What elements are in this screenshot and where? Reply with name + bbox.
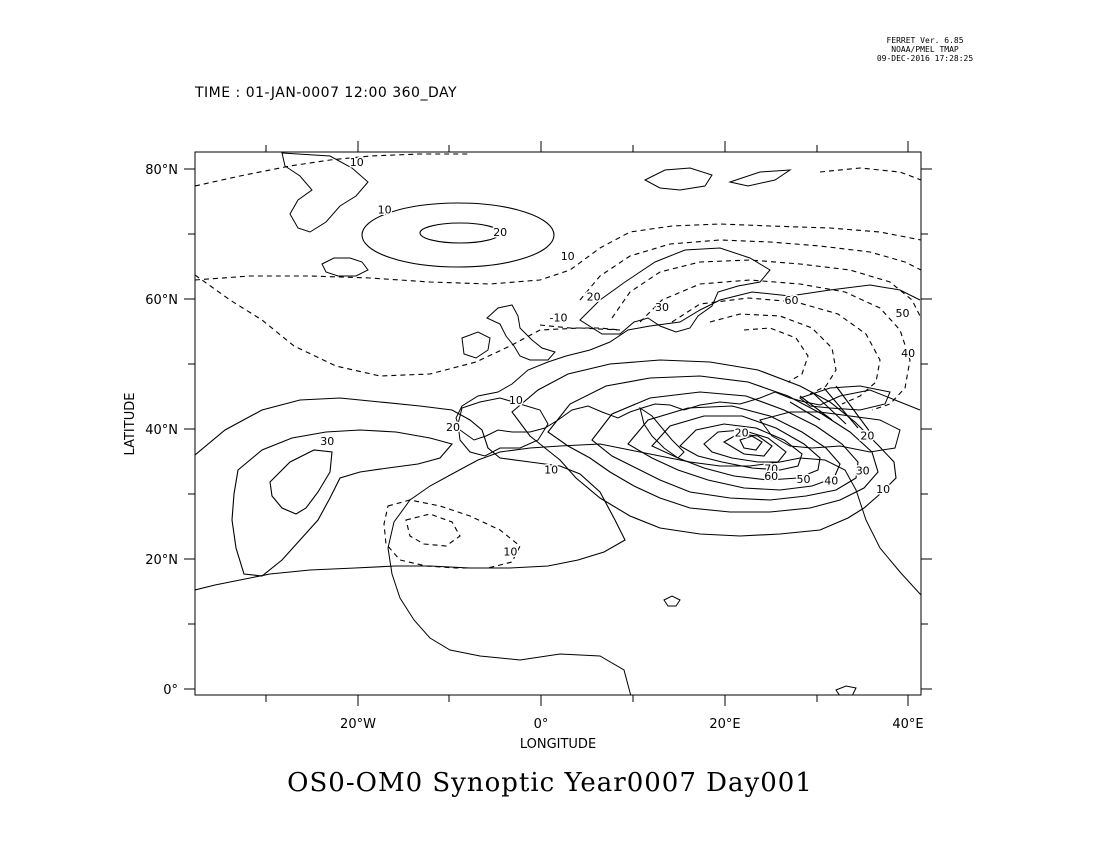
coastline-great-britain: [486, 304, 556, 361]
contour-label: 10: [876, 483, 890, 496]
contour-20-med: [547, 375, 879, 513]
positive-contours: [195, 202, 897, 591]
contour-70-med: [703, 429, 787, 463]
x-tick-labels: 20°W 0° 20°E 40°E: [340, 717, 924, 732]
y-tick-label: 40°N: [145, 423, 178, 438]
contour-label: 30: [320, 435, 334, 448]
contour-neg10-sahara: [383, 499, 521, 569]
ferret-stamp: FERRET Ver. 6.85 NOAA/PMEL TMAP 09-DEC-2…: [820, 36, 1030, 63]
contour-90-med: [739, 435, 763, 451]
contour-neg10-north-sea: [539, 324, 621, 331]
contour-label: 20: [735, 427, 749, 440]
contour-label: 10: [503, 546, 517, 559]
y-tick-label: 20°N: [145, 553, 178, 568]
contour-label: 60: [785, 294, 799, 307]
coastline-iceland: [321, 257, 369, 277]
contour-neg10-atlantic: [195, 223, 921, 285]
coastline-turkey: [759, 411, 901, 453]
contour-10-iceland-high: [361, 202, 555, 268]
contour-label: 60: [764, 470, 778, 483]
coastline-south-island: [835, 685, 857, 695]
contour-label: 20: [860, 429, 874, 442]
x-tick-label: 0°: [534, 717, 549, 732]
coastline-novaya-zemlya: [728, 169, 792, 187]
coastline-africa: [387, 443, 921, 695]
negative-contours: [195, 153, 921, 569]
y-axis-label: LATITUDE: [123, 393, 138, 456]
x-tick-label: 40°E: [892, 717, 923, 732]
contour-neg20: [579, 239, 921, 301]
contour-neg40: [639, 279, 911, 411]
contour-label: 20: [446, 421, 460, 434]
contour-20-atlantic: [231, 429, 453, 577]
coastline-italy: [639, 406, 685, 459]
contour-label: 10: [378, 204, 392, 217]
contour-40-med: [627, 405, 841, 491]
x-tick-label: 20°W: [340, 717, 376, 732]
contour-30-atlantic: [269, 449, 333, 515]
contour-east-bands: [789, 385, 871, 433]
contour-label: 40: [824, 474, 838, 487]
contour-label: 10: [561, 250, 575, 263]
coastline-cape-verde: [663, 595, 681, 607]
contour-label: 30: [655, 301, 669, 314]
contour-neg10-loop-west: [195, 274, 621, 377]
y-tick-labels: 80°N 60°N 40°N 20°N 0°: [145, 163, 178, 698]
coastline-iberia: [457, 397, 549, 457]
contour-label: -10: [550, 312, 568, 325]
contour-neg30: [611, 259, 921, 319]
contour-neg10-arctic: [195, 153, 470, 187]
coastline-greenland: [281, 152, 369, 233]
stamp-line-date: 09-DEC-2016 17:28:25: [876, 54, 974, 63]
contour-50-med: [651, 415, 821, 481]
contour-20-iceland-high: [419, 222, 501, 244]
coastlines: [281, 152, 921, 695]
contour-label: 70: [764, 463, 778, 476]
contour-10-atlantic: [195, 397, 626, 591]
contour-label: 30: [856, 465, 870, 478]
contour-label: 40: [901, 347, 915, 360]
contour-80-med: [722, 433, 773, 457]
coastline-ireland: [461, 331, 491, 359]
y-tick-label: 0°: [163, 683, 178, 698]
contour-label: 20: [493, 226, 507, 239]
contour-60-med: [679, 423, 803, 471]
contour-neg50: [671, 297, 881, 405]
x-tick-label: 20°E: [709, 717, 740, 732]
contour-label: 10: [544, 463, 558, 476]
stamp-line-org: NOAA/PMEL TMAP: [891, 45, 959, 54]
contour-label: 20: [587, 291, 601, 304]
stamp-line-version: FERRET Ver. 6.85: [886, 36, 964, 45]
coastline-svalbard: [643, 167, 713, 191]
contour-label: 10: [509, 394, 523, 407]
coastline-black-sea: [798, 385, 891, 411]
contour-neg60-inner: [743, 327, 809, 383]
coastline-europe: [455, 284, 921, 441]
contour-neg60: [709, 313, 837, 395]
contour-neg20-sahara: [405, 513, 461, 547]
time-label: TIME : 01-JAN-0007 12:00 360_DAY: [195, 85, 458, 101]
plot-frame: [194, 151, 922, 696]
contour-neg10-ne: [819, 167, 921, 181]
figure-title: OS0-OM0 Synoptic Year0007 Day001: [287, 768, 813, 798]
axis-ticks: [184, 141, 932, 706]
contour-label: 50: [797, 473, 811, 486]
y-tick-label: 60°N: [145, 293, 178, 308]
coastline-scandinavia: [579, 247, 771, 335]
contour-30-med: [591, 391, 859, 501]
contour-label: 10: [350, 156, 364, 169]
x-axis-label: LONGITUDE: [520, 737, 596, 752]
contour-label: 50: [896, 307, 910, 320]
y-tick-label: 80°N: [145, 163, 178, 178]
contour-10-med: [511, 359, 897, 537]
